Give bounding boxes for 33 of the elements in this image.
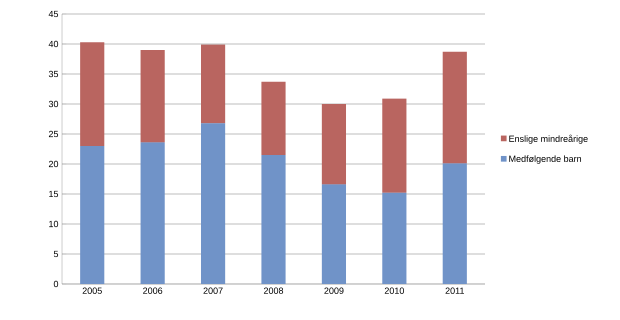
bar — [322, 184, 346, 284]
bar — [80, 146, 104, 284]
bar — [140, 142, 165, 284]
bar — [80, 42, 104, 146]
x-tick-label: 2011 — [446, 288, 464, 294]
bar — [200, 44, 226, 124]
bar — [261, 82, 286, 155]
x-tick-label: 2010 — [384, 288, 404, 294]
legend-label: Enslige mindreårige — [509, 134, 588, 144]
x-tick-label: 2007 — [204, 288, 223, 294]
bar — [382, 98, 406, 193]
y-tick-label: 30 — [48, 100, 58, 108]
y-tick-label: 0 — [54, 280, 58, 288]
bar — [442, 163, 467, 284]
y-tick-label: 10 — [49, 220, 58, 228]
y-tick-label: 25 — [48, 130, 58, 138]
y-tick-label: 5 — [54, 250, 58, 258]
bar — [322, 104, 346, 184]
legend-label: Medfølgende barn — [509, 155, 582, 164]
bar — [200, 123, 226, 284]
bar — [140, 50, 165, 142]
y-tick-label: 35 — [48, 70, 58, 78]
bar — [382, 192, 406, 284]
bar — [442, 52, 467, 164]
bar — [261, 154, 286, 284]
x-tick-label: 2009 — [324, 288, 344, 294]
x-tick-label: 2006 — [143, 288, 162, 294]
y-tick-label: 20 — [48, 160, 58, 168]
y-tick-label: 45 — [48, 10, 58, 18]
y-tick-label: 40 — [48, 40, 58, 48]
x-tick-label: 2005 — [82, 288, 102, 294]
x-tick-label: 2008 — [264, 288, 284, 294]
y-tick-label: 15 — [49, 190, 58, 198]
